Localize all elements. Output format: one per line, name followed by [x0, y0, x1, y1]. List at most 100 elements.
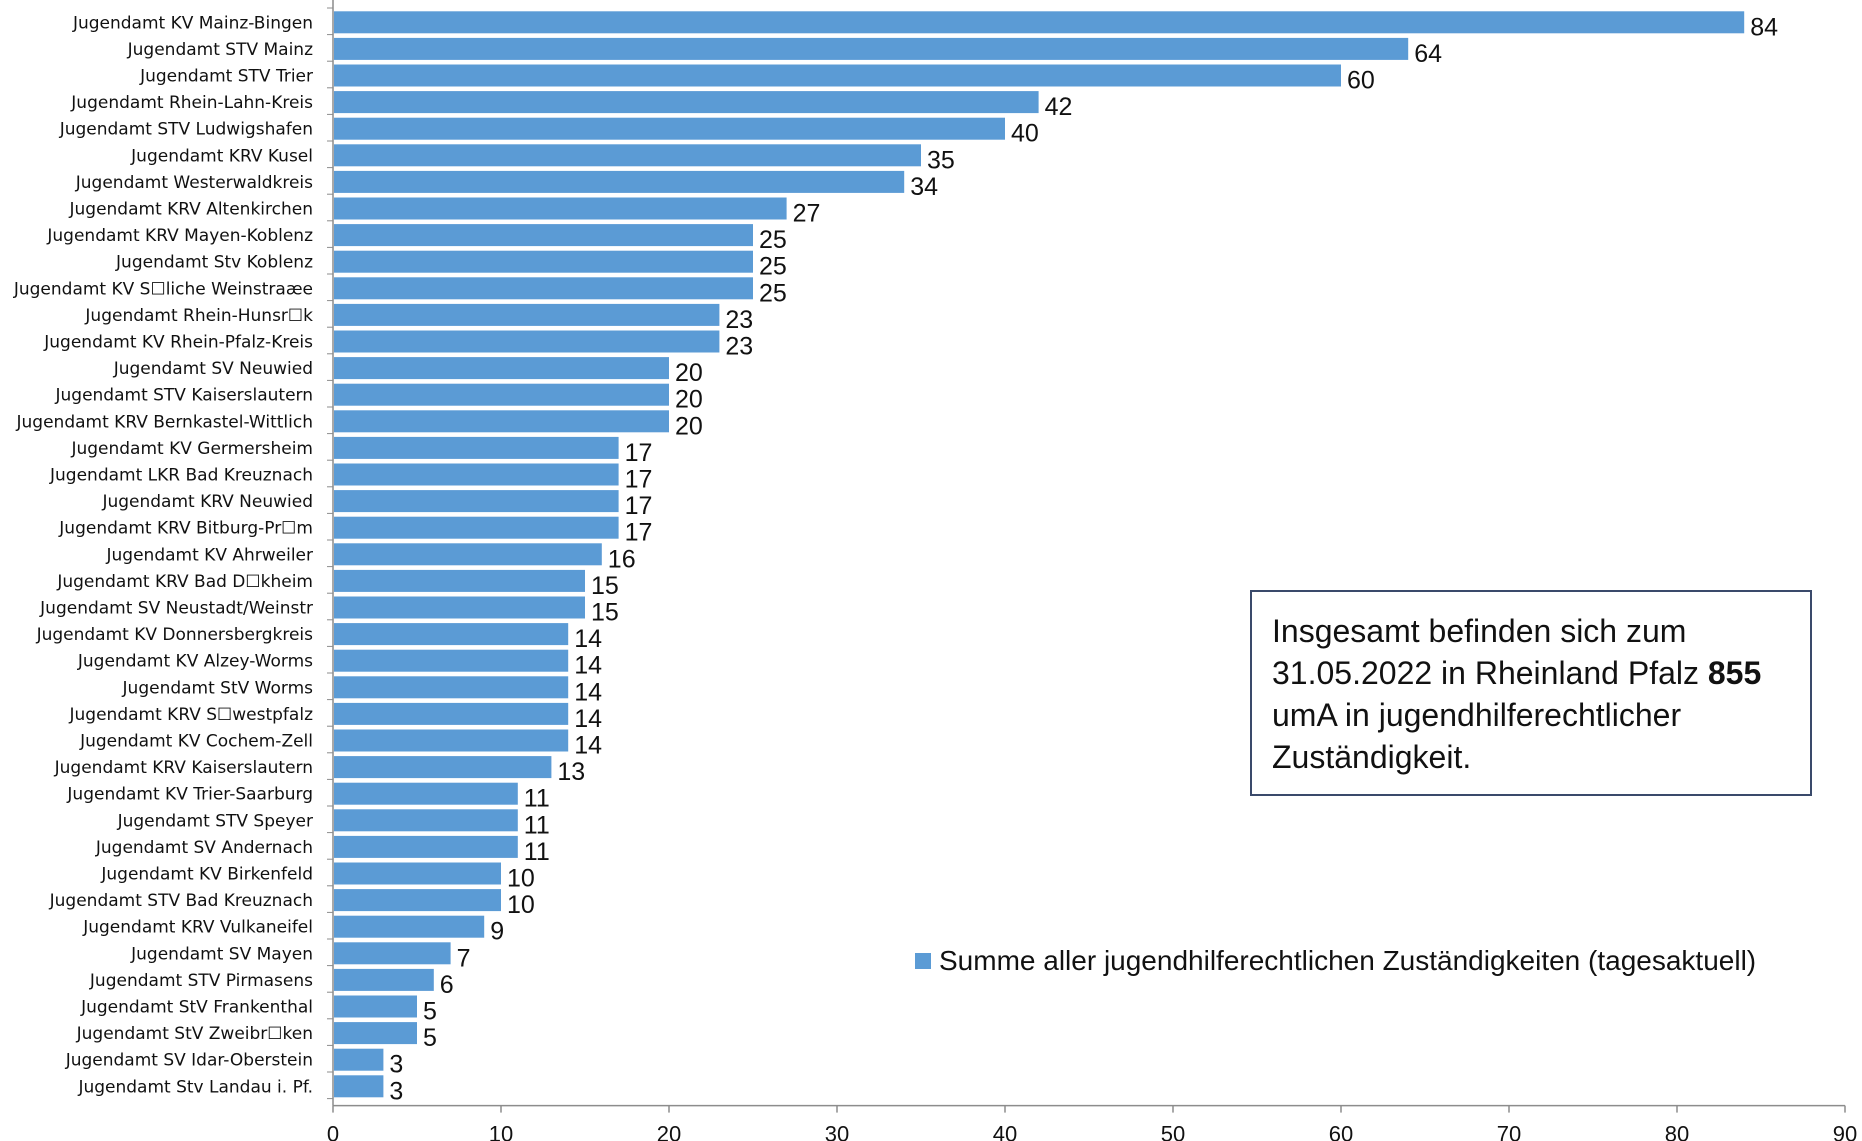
bar [334, 357, 669, 380]
x-tick-label: 50 [1161, 1122, 1185, 1141]
legend-swatch [915, 953, 931, 969]
x-tick-label: 10 [489, 1122, 513, 1141]
bar [334, 596, 585, 619]
chart-axes [327, 0, 1846, 1113]
category-label: Jugendamt KRV Mayen-Koblenz [46, 226, 313, 246]
data-label: 25 [759, 226, 787, 254]
data-label: 10 [507, 891, 535, 919]
bar [334, 569, 585, 592]
bar [334, 383, 669, 406]
chart-bars [334, 11, 1745, 1098]
bar [334, 436, 619, 459]
data-label: 42 [1045, 93, 1073, 121]
x-tick-label: 60 [1329, 1122, 1353, 1141]
data-label: 11 [524, 838, 550, 866]
category-label: Jugendamt KV Ahrweiler [106, 545, 313, 565]
bar [334, 303, 720, 326]
bar [334, 330, 720, 353]
data-label: 60 [1347, 67, 1375, 95]
bar [334, 197, 787, 220]
data-label: 17 [625, 466, 653, 494]
data-label: 3 [389, 1051, 403, 1079]
category-labels: Jugendamt KV Mainz-Bingen Jugendamt STV M… [13, 13, 313, 1097]
category-label: Jugendamt SV Neustadt/Weinstr [39, 599, 313, 619]
category-label: Jugendamt KRV Vulkaneifel [82, 918, 313, 938]
bar [334, 1075, 384, 1098]
data-label: 14 [574, 652, 602, 680]
category-label: Jugendamt KRV Kusel [130, 146, 313, 166]
data-label: 23 [725, 306, 753, 334]
bar [334, 463, 619, 486]
x-tick-label: 30 [825, 1122, 849, 1141]
info-line-1: Insgesamt befinden sich zum [1272, 613, 1687, 649]
category-label: Jugendamt Stv Landau i. Pf. [77, 1077, 313, 1097]
bar [334, 942, 451, 965]
bar [334, 756, 552, 779]
data-label: 84 [1750, 13, 1778, 41]
category-label: Jugendamt StV Zweibr☐ken [76, 1024, 313, 1044]
data-label: 14 [574, 678, 602, 706]
value-labels: 8464604240353427252525232320202017171717… [389, 13, 1778, 1105]
bar [334, 968, 434, 991]
category-label: Jugendamt Westerwaldkreis [75, 173, 313, 193]
bar [334, 117, 1005, 140]
bar [334, 889, 501, 912]
category-label: Jugendamt Rhein-Hunsr☐k [84, 306, 313, 326]
data-label: 14 [574, 732, 602, 760]
category-label: Jugendamt KRV Bitburg-Pr☐m [58, 519, 313, 539]
chart-legend: Summe aller jugendhilferechtlichen Zustä… [915, 945, 1756, 977]
bar [334, 995, 417, 1018]
x-tick-label: 70 [1497, 1122, 1521, 1141]
bar [334, 37, 1409, 60]
category-label: Jugendamt KV Birkenfeld [100, 865, 313, 885]
bar [334, 676, 569, 699]
legend-label: Summe aller jugendhilferechtlichen Zustä… [939, 945, 1757, 976]
category-label: Jugendamt SV Idar-Oberstein [65, 1051, 313, 1071]
data-label: 15 [591, 572, 619, 600]
x-tick-label: 20 [657, 1122, 681, 1141]
category-label: Jugendamt Stv Koblenz [115, 253, 313, 273]
data-label: 17 [625, 519, 653, 547]
bar [334, 410, 669, 433]
x-tick-label: 0 [327, 1122, 339, 1141]
bar [334, 64, 1341, 87]
info-total-value: 855 [1707, 655, 1762, 691]
category-label: Jugendamt STV Ludwigshafen [59, 120, 313, 140]
data-label: 7 [457, 944, 471, 972]
x-tick-labels: 0 10 20 30 40 50 60 70 80 90 [327, 1122, 1857, 1141]
bar [334, 224, 753, 247]
bar [334, 915, 485, 938]
total-info-box: Insgesamt befinden sich zum 31.05.2022 i… [1250, 590, 1812, 796]
category-label: Jugendamt SV Neuwied [113, 359, 313, 379]
data-label: 14 [574, 705, 602, 733]
bar [334, 91, 1039, 114]
data-label: 20 [675, 386, 703, 414]
bar [334, 809, 518, 832]
info-line-4: Zuständigkeit. [1272, 739, 1472, 775]
bar [334, 1022, 417, 1045]
data-label: 14 [574, 625, 602, 653]
data-label: 3 [389, 1077, 403, 1105]
bar [334, 516, 619, 539]
bar [334, 623, 569, 646]
bar [334, 649, 569, 672]
bar [334, 490, 619, 513]
data-label: 5 [423, 998, 437, 1026]
data-label: 23 [725, 333, 753, 361]
data-label: 11 [524, 785, 550, 813]
bar [334, 277, 753, 300]
category-label: Jugendamt STV Bad Kreuznach [49, 891, 313, 911]
category-label: Jugendamt KV Alzey-Worms [77, 652, 313, 672]
data-label: 25 [759, 279, 787, 307]
data-label: 27 [793, 200, 821, 228]
category-label: Jugendamt LKR Bad Kreuznach [49, 466, 313, 486]
bar [334, 862, 501, 885]
data-label: 17 [625, 492, 653, 520]
bar [334, 729, 569, 752]
info-line-2-text: 31.05.2022 in Rheinland Pfalz [1272, 655, 1708, 691]
data-label: 9 [490, 918, 504, 946]
bar [334, 835, 518, 858]
category-label: Jugendamt KV Germersheim [70, 439, 313, 459]
category-label: Jugendamt STV Pirmasens [89, 971, 313, 991]
